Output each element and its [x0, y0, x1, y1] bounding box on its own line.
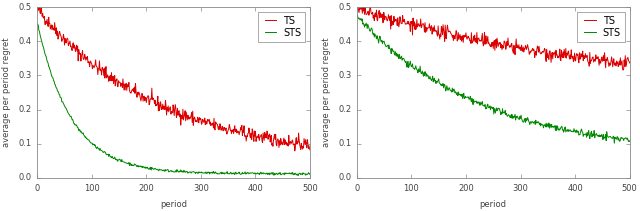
TS: [36, 5, 44, 7]
STS: [306, 172, 314, 175]
Line: STS: STS: [357, 15, 630, 143]
TS: [301, 140, 308, 143]
TS: [620, 69, 627, 71]
TS: [620, 59, 628, 61]
TS: [166, 108, 173, 111]
Legend: TS, STS: TS, STS: [577, 12, 625, 42]
Legend: TS, STS: TS, STS: [258, 12, 305, 42]
STS: [163, 169, 171, 171]
STS: [196, 171, 204, 173]
Line: STS: STS: [38, 24, 310, 176]
TS: [34, 6, 42, 9]
STS: [626, 140, 634, 143]
TS: [196, 117, 204, 120]
STS: [353, 14, 361, 16]
TS: [483, 39, 491, 41]
STS: [181, 170, 189, 173]
TS: [306, 149, 314, 151]
STS: [620, 139, 627, 142]
Y-axis label: average per period regret: average per period regret: [3, 38, 12, 147]
TS: [258, 133, 266, 136]
TS: [626, 62, 634, 64]
TS: [182, 119, 189, 122]
Y-axis label: average per period regret: average per period regret: [322, 38, 331, 147]
Line: TS: TS: [38, 6, 310, 151]
TS: [360, 3, 368, 6]
TS: [291, 150, 299, 152]
STS: [165, 171, 173, 173]
STS: [34, 23, 42, 26]
STS: [577, 131, 584, 134]
TS: [353, 4, 361, 6]
TS: [577, 52, 585, 55]
STS: [483, 107, 490, 110]
STS: [501, 112, 509, 114]
STS: [294, 174, 302, 177]
X-axis label: period: period: [480, 199, 507, 208]
Line: TS: TS: [357, 5, 630, 70]
STS: [257, 171, 265, 173]
TS: [485, 42, 493, 44]
TS: [516, 46, 524, 49]
STS: [484, 106, 492, 109]
STS: [611, 142, 618, 145]
X-axis label: period: period: [160, 199, 187, 208]
TS: [164, 110, 172, 112]
STS: [300, 173, 308, 175]
TS: [501, 42, 509, 45]
STS: [516, 118, 524, 121]
